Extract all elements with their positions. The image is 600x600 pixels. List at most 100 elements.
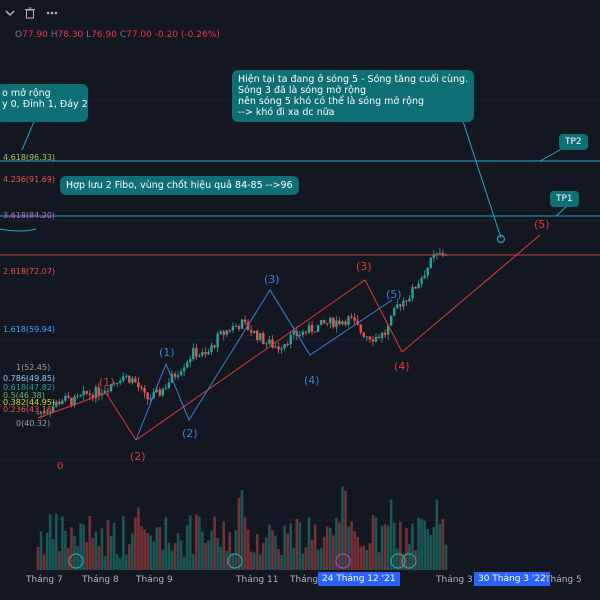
more-icon[interactable] (42, 3, 62, 23)
candle-body (411, 286, 414, 299)
volume-bar (191, 554, 195, 570)
candle-body (55, 401, 58, 407)
candle-body (185, 362, 189, 368)
volume-bar (325, 526, 329, 570)
volume-bar (213, 516, 216, 570)
volume-bar (255, 534, 259, 570)
candle-body (155, 389, 158, 393)
candle-body (344, 321, 347, 325)
volume-bar (332, 535, 335, 570)
drawing-toolbar (0, 0, 600, 26)
candle-body (213, 345, 216, 348)
candle-body (167, 382, 171, 388)
candle-body (262, 333, 265, 344)
candle-body (36, 413, 40, 415)
candle-body (189, 359, 192, 363)
candle-body (231, 326, 235, 331)
candle-body (237, 325, 241, 329)
candle-body (176, 375, 180, 377)
note-left-extension[interactable]: o mở rộng y 0, Đỉnh 1, Đáy 2 (0, 84, 88, 122)
volume-bar (64, 530, 67, 570)
candle-body (249, 330, 253, 333)
volume-bar (61, 516, 64, 570)
target-point-icon[interactable] (496, 234, 506, 244)
candle-body (210, 345, 213, 353)
fib-label-3618: 3.618(84.20) (3, 211, 55, 220)
open-label: O (15, 30, 23, 40)
volume-bar (310, 540, 314, 570)
volume-bar (112, 522, 116, 570)
volume-bar (45, 532, 49, 570)
candle-body (374, 336, 378, 342)
low-value: 76.90 (91, 30, 117, 40)
x-highlight-end[interactable]: 30 Tháng 3 '22 (474, 572, 550, 586)
candle-body (438, 253, 442, 255)
chevron-icon[interactable] (0, 3, 20, 23)
volume-bar (441, 519, 445, 570)
x-tick: Tháng 9 (136, 575, 173, 585)
volume-bar (152, 541, 156, 570)
candle-body (319, 320, 323, 325)
volume-bar (313, 524, 317, 570)
trash-icon[interactable] (20, 3, 40, 23)
volume-bar (51, 539, 55, 570)
candle-body (219, 331, 222, 334)
candle-body (198, 355, 201, 357)
candle-body (252, 330, 256, 333)
fib-label-1618: 1.618(59.94) (3, 325, 55, 334)
candle-body (243, 319, 247, 323)
volume-bar (158, 527, 162, 570)
candle-body (350, 316, 353, 318)
volume-bar (79, 523, 82, 570)
volume-marker-icon (227, 553, 243, 569)
candle-body (192, 348, 195, 360)
candle-body (79, 395, 82, 397)
volume-bar (328, 528, 332, 570)
volume-bar (54, 513, 58, 570)
candle-body (362, 332, 365, 338)
note-fibo-confluence[interactable]: Hợp lưu 2 Fibo, vùng chốt hiệu quả 84-85… (60, 176, 299, 195)
volume-bar (322, 536, 326, 570)
volume-bar (207, 540, 210, 570)
candle-body (140, 387, 143, 389)
volume-bar (435, 499, 439, 570)
volume-bar (109, 536, 113, 570)
candle-body (88, 393, 91, 395)
blue-wave-1: (1) (159, 346, 175, 359)
volume-bar (389, 499, 393, 570)
volume-bar (179, 540, 183, 570)
volume-bar (350, 521, 353, 570)
candle-body (67, 395, 70, 398)
volume-bar (304, 547, 308, 570)
candle-body (408, 298, 411, 302)
candle-body (179, 371, 183, 376)
candle-body (432, 254, 436, 258)
blue-wave-3: (3) (264, 273, 280, 286)
candle-body (73, 396, 76, 406)
x-tick: Tháng 7 (26, 575, 63, 585)
red-wave-path[interactable] (37, 234, 541, 441)
volume-bar (182, 556, 186, 570)
note-wave-5-analysis[interactable]: Hiện tại ta đang ở sóng 5 - Sóng tăng cu… (232, 70, 475, 122)
candle-body (240, 319, 244, 329)
candle-body (161, 388, 165, 396)
volume-bar (268, 524, 271, 570)
volume-bar (85, 541, 89, 570)
volume-bar (280, 554, 283, 570)
candle-body (122, 376, 125, 381)
volume-bar (234, 530, 238, 570)
volume-bar (295, 518, 299, 570)
tp1-label[interactable]: TP1 (550, 191, 579, 207)
volume-bar (274, 535, 277, 570)
tp2-label[interactable]: TP2 (559, 134, 588, 150)
volume-bar (143, 529, 146, 570)
volume-bar (411, 523, 414, 570)
change-value: -0.20 (-0.26%) (154, 30, 220, 40)
candle-body (277, 346, 280, 350)
blue-wave-path[interactable] (135, 289, 393, 441)
x-highlight-start[interactable]: 24 Tháng 12 '21 (318, 572, 400, 586)
volume-bar (277, 548, 280, 570)
volume-bar (216, 538, 219, 570)
fib-label-0786: 0.786(49.85) (3, 374, 55, 383)
